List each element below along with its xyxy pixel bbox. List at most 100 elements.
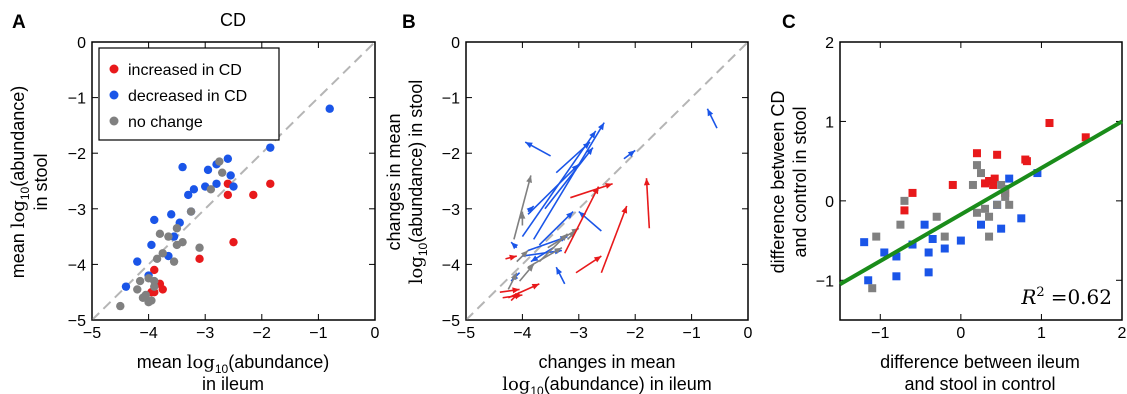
panel-c-x-label-line2: and stool in control [904, 374, 1055, 394]
panel-a-point-series-2 [133, 285, 142, 294]
panel-b-arrow-head [526, 206, 534, 214]
panel-b-plot-frame [465, 41, 749, 321]
panel-c-point-series-2 [896, 220, 905, 229]
panel-c-point-series-2 [872, 232, 881, 241]
panel-c-point-series-1 [864, 276, 873, 285]
panel-b-arrow [555, 266, 566, 285]
panel-b-arrow [507, 272, 518, 290]
panel-c-point-series-1 [1005, 174, 1014, 183]
panel-a-point-series-2 [172, 240, 182, 250]
panel-a-point-series-1 [266, 143, 275, 152]
panel-c-regression-line [838, 119, 1124, 286]
panel-a-plot-frame [91, 41, 376, 321]
panel-a-point-series-1 [226, 171, 235, 180]
panel-b-arrow [578, 210, 602, 232]
panel-b-x-tick-label: −5 [457, 325, 475, 342]
panel-a-ylabel-pre: mean [8, 228, 28, 278]
panel-a-point-series-1 [147, 240, 156, 250]
panel-a-x-tick-label: −5 [83, 325, 101, 342]
panel-b-arrow [623, 149, 636, 160]
panel-c-point-series-2 [985, 232, 994, 241]
panel-b-x-tick-label: −2 [626, 325, 644, 342]
panel-b-arrow [518, 263, 535, 282]
panel-c-point-series-0 [989, 180, 998, 189]
panel-a-y-tick-label: −1 [68, 91, 86, 108]
panel-a-point-series-1 [178, 162, 187, 172]
panel-a-x-tick-label: −4 [139, 325, 157, 342]
panel-b-ylabel-post: (abundance) in stool [406, 80, 426, 243]
panel-c-point-series-0 [1022, 157, 1031, 166]
panel-a-x-tick-label: −1 [309, 325, 327, 342]
panel-a-y-tick-label: −4 [68, 257, 86, 274]
panel-a-point-series-1 [325, 104, 334, 113]
panel-b-arrow [524, 141, 551, 157]
panel-c-point-series-0 [1081, 133, 1090, 142]
panel-c-point-series-1 [892, 272, 901, 281]
panel-b-arrow [706, 108, 718, 129]
panel-b-arrow [510, 241, 519, 250]
panel-a-point-series-1 [223, 154, 233, 163]
panel-c-point-series-1 [880, 248, 889, 257]
panel-b-y-tick-label: 0 [451, 35, 460, 52]
panel-c-point-series-0 [981, 179, 990, 188]
panel-a-point-series-2 [152, 254, 162, 264]
panel-a-point-series-2 [215, 157, 224, 166]
panel-b-arrow [538, 211, 574, 246]
panel-b-arrow-head [511, 242, 519, 250]
panel-a-x-tick-label: 0 [371, 325, 380, 342]
panel-b-xlabel-math: log [502, 374, 530, 394]
panel-a-point-series-2 [138, 293, 148, 302]
panel-a-xlabel-post: (abundance) [228, 352, 329, 372]
panel-b-x-tick-label: 0 [744, 325, 753, 342]
panel-c-plot-frame [839, 41, 1123, 321]
panel-b-arrow-shaft [532, 122, 605, 240]
panel-a-point-series-1 [167, 210, 176, 219]
panel-a-x-label-line1: mean log10(abundance) [137, 352, 330, 376]
panel-c-point-series-2 [985, 212, 994, 221]
panel-b-arrow [600, 205, 628, 274]
panel-a-y-label-line2: in stool [31, 153, 51, 210]
panel-a-legend-label: no change [128, 114, 203, 131]
panel-a-ylabel-math: log [8, 200, 29, 228]
panel-b-identity-line [465, 41, 749, 321]
panel-b-y-tick-label: −2 [442, 146, 460, 163]
panel-c-annotation-sup: 2 [1036, 285, 1044, 300]
panel-c-x-label-line1: difference between ileum [880, 352, 1080, 372]
panel-a-point-series-1 [203, 165, 213, 175]
panel-a-point-series-2 [164, 232, 173, 241]
panel-c-point-series-1 [924, 268, 933, 277]
panel-b-ylabel-sub: 10 [416, 242, 430, 256]
panel-a-point-series-0 [223, 190, 233, 200]
panel-b-arrow [526, 205, 535, 214]
panel-a-point-series-2 [150, 282, 159, 291]
panel-b-arrow [563, 186, 600, 254]
panel-b-arrow-head [586, 147, 593, 155]
panel-b: B −5 −4 −3 −2 −1 0 −5 −4 −3 −2 −1 0 changes in mean… [384, 12, 753, 394]
panel-c-y-tick-label: 0 [825, 194, 834, 211]
panel-a-point-series-2 [206, 185, 216, 194]
panel-b-arrow-head [578, 211, 587, 219]
panel-b-arrow-shaft [563, 186, 600, 254]
panel-a-point-series-2 [172, 224, 182, 233]
panel-c-point-series-2 [868, 284, 877, 293]
panel-a-point-series-0 [249, 190, 258, 200]
panel-c-point-series-1 [920, 220, 929, 229]
panel-a-point-series-2 [135, 276, 145, 286]
panel-b-arrow-head [566, 211, 574, 219]
panel-a-point-series-1 [212, 179, 221, 188]
panel-c-annotation-math: R [1020, 285, 1036, 309]
panel-b-arrow [555, 141, 591, 174]
panel-c-point-series-2 [997, 180, 1006, 189]
panel-c-point-series-2 [977, 169, 985, 178]
panel-b-y-tick-label: −5 [442, 313, 460, 330]
panel-c-point-series-2 [900, 196, 909, 205]
panel-b-arrow-shaft [645, 178, 651, 229]
panel-b-x-label-line1: changes in mean [538, 352, 675, 372]
panel-a-point-series-0 [266, 179, 275, 188]
panel-a-y-tick-label: −2 [68, 146, 86, 163]
panel-a-y-tick-label: −5 [68, 313, 86, 330]
panel-c-point-series-2 [972, 208, 981, 217]
panel-c-point-series-2 [1005, 200, 1014, 209]
panel-a-legend-box [98, 47, 280, 141]
panel-b-arrow [538, 233, 569, 263]
